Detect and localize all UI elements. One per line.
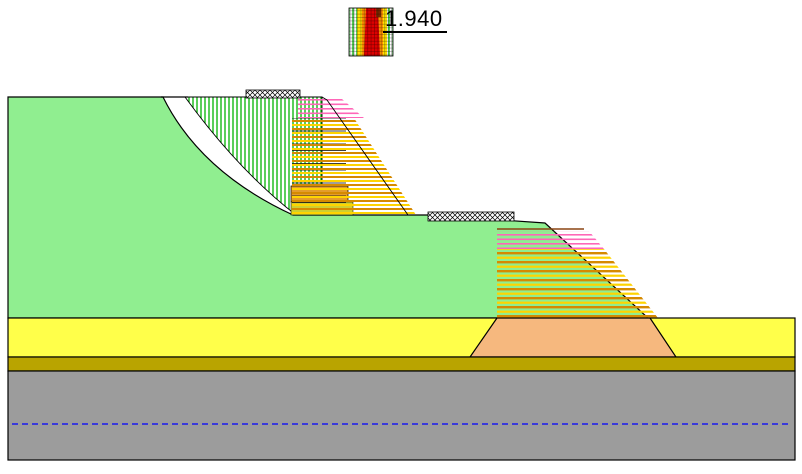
yellow-stratum bbox=[7, 317, 796, 358]
upper-reinforcement-lines bbox=[292, 118, 416, 215]
upper-crest-corner-line bbox=[321, 96, 328, 101]
olive-stratum bbox=[7, 356, 796, 372]
lower-reinforcement-lines bbox=[497, 249, 658, 318]
foundation-block bbox=[468, 317, 678, 358]
upper-slope-face-line bbox=[326, 99, 409, 216]
factor-of-safety-label: 1.940 bbox=[383, 6, 447, 34]
bench-crosshatch-strip bbox=[428, 212, 514, 221]
base-stratum bbox=[7, 370, 796, 461]
lower-geotextile-lines bbox=[497, 231, 604, 249]
crest-crosshatch-strip bbox=[246, 90, 300, 98]
upper-geotextile-lines bbox=[298, 99, 364, 118]
